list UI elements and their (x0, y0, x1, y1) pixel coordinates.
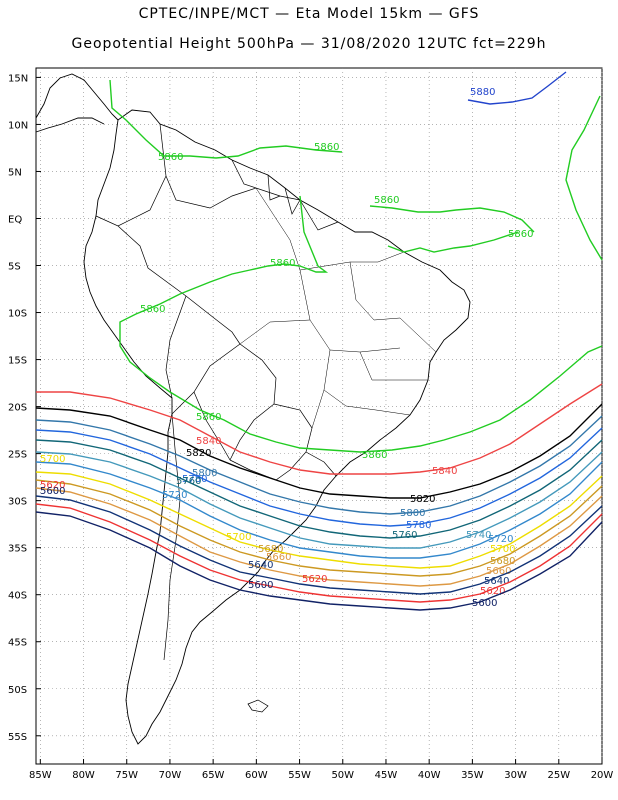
contour-5700 (35, 471, 603, 569)
contour-label-5780: 5780 (406, 520, 431, 531)
lon-tick-label: 85W (29, 770, 52, 781)
chart-title-line2: Geopotential Height 500hPa — 31/08/2020 … (71, 36, 547, 52)
lon-tick-label: 60W (245, 770, 268, 781)
lat-tick-label: 25S (8, 450, 27, 461)
contour-label-5700: 5700 (40, 454, 65, 465)
map-frame (35, 67, 603, 765)
lon-tick-label: 40W (418, 770, 441, 781)
chart-title-line1: CPTEC/INPE/MCT — Eta Model 15km — GFS (138, 6, 480, 22)
lon-tick-label: 75W (115, 770, 138, 781)
lat-tick-label: 50S (8, 685, 27, 696)
contour-label-5600: 5600 (472, 598, 497, 609)
lon-tick-label: 50W (331, 770, 354, 781)
central-america-coastline (35, 73, 119, 133)
lat-tick-label: EQ (8, 214, 22, 225)
lat-tick-label: 55S (8, 732, 27, 743)
lon-tick-label: 55W (288, 770, 311, 781)
contour-label-5860: 5860 (362, 450, 387, 461)
contour-label-5760: 5760 (392, 530, 417, 541)
contour-5660 (35, 487, 603, 587)
contour-label-5620: 5620 (302, 574, 327, 585)
contour-5760 (35, 439, 603, 539)
lat-tick-label: 15N (8, 73, 28, 84)
contour-label-5800: 5800 (192, 468, 217, 479)
contour-label-5640: 5640 (484, 576, 509, 587)
lat-tick-label: 35S (8, 544, 27, 555)
contour-5680 (35, 479, 603, 577)
country-borders (95, 123, 339, 661)
contour-label-5640: 5640 (248, 560, 273, 571)
contour-label-5880: 5880 (470, 87, 495, 98)
contour-5800 (35, 415, 603, 515)
lon-tick-label: 20W (591, 770, 614, 781)
contour-label-5860: 5860 (196, 412, 221, 423)
lat-tick-label: 5S (8, 262, 21, 273)
contour-5820 (35, 403, 603, 499)
coastlines (35, 73, 471, 745)
falkland-islands (247, 699, 269, 713)
lon-tick-label: 30W (504, 770, 527, 781)
lat-tick-label: 40S (8, 591, 27, 602)
contour-label-5700: 5700 (226, 532, 251, 543)
contour-label-5740: 5740 (466, 530, 491, 541)
lat-tick-label: 20S (8, 403, 27, 414)
contour-label-5600: 5600 (40, 486, 65, 497)
lon-tick-label: 25W (547, 770, 570, 781)
lat-tick-label: 10S (8, 309, 27, 320)
contour-label-5860: 5860 (374, 195, 399, 206)
contour-5860 (109, 79, 603, 453)
contour-label-5800: 5800 (400, 508, 425, 519)
contour-5600 (35, 511, 603, 611)
contour-label-5680: 5680 (490, 556, 515, 567)
contour-5780 (35, 427, 603, 527)
contour-label-5820: 5820 (186, 448, 211, 459)
contour-label-5860: 5860 (270, 258, 295, 269)
contour-label-5600: 5600 (248, 580, 273, 591)
lat-lon-grid (36, 68, 603, 764)
contour-label-5720: 5720 (162, 490, 187, 501)
state-borders (239, 187, 437, 429)
contour-label-5720: 5720 (488, 534, 513, 545)
contour-label-5860: 5860 (140, 304, 165, 315)
contour-label-5760: 5760 (176, 476, 201, 487)
contour-label-5700: 5700 (490, 544, 515, 555)
contour-label-5620: 5620 (40, 480, 65, 491)
lat-tick-label: 15S (8, 356, 27, 367)
contour-label-5780: 5780 (182, 474, 207, 485)
contour-label-5860: 5860 (158, 152, 183, 163)
contour-label-5820: 5820 (410, 494, 435, 505)
lon-tick-label: 65W (202, 770, 225, 781)
contour-label-5840: 5840 (432, 466, 457, 477)
contour-label-5860: 5860 (314, 142, 339, 153)
lon-tick-label: 70W (159, 770, 182, 781)
lat-tick-label: 30S (8, 497, 27, 508)
contour-5840 (36, 383, 603, 475)
contour-lines: 5880 5860 5860 5860 5860 5860 5860 5860 5860 5840… (35, 71, 603, 611)
contour-label-5840: 5840 (196, 436, 221, 447)
contour-label-5660: 5660 (486, 566, 511, 577)
contour-5620 (35, 503, 603, 603)
lat-tick-label: 45S (8, 638, 27, 649)
lon-tick-label: 45W (375, 770, 398, 781)
contour-5640 (35, 495, 603, 595)
contour-5880 (467, 71, 567, 105)
lat-tick-label: 5N (8, 167, 22, 178)
contour-5740 (35, 451, 603, 549)
contour-label-5660: 5660 (266, 552, 291, 563)
axis-ticks: 15N 10N 5N EQ 5S 10S 15S 20S 25S 30S 35S 40S 45S 50S 5… (8, 73, 613, 781)
lon-tick-label: 80W (72, 770, 95, 781)
lon-tick-label: 35W (461, 770, 484, 781)
south-america-coastline (83, 109, 471, 745)
contour-label-5620: 5620 (480, 586, 505, 597)
contour-label-5680: 5680 (258, 544, 283, 555)
contour-5720 (35, 461, 603, 559)
contour-label-5860: 5860 (508, 229, 533, 240)
lat-tick-label: 10N (8, 120, 28, 131)
